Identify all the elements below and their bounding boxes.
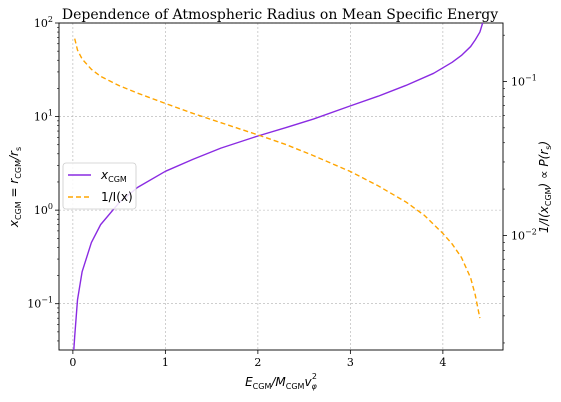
chart-title: Dependence of Atmospheric Radius on Mean… xyxy=(62,7,498,23)
y-right-axis-ticks: 10−2 10−1 xyxy=(503,34,537,344)
x-axis-label: ECGM/MCGMvφ2 xyxy=(245,372,317,391)
series-line-x-cgm xyxy=(73,22,484,351)
x-tick-label: 1 xyxy=(162,356,169,369)
y-left-axis-ticks: 10−1 100 101 102 xyxy=(27,15,59,342)
legend-label-inverse-i: 1/I(x) xyxy=(101,190,133,204)
legend-label-x-cgm: xCGM xyxy=(100,168,127,184)
y-left-tick-label: 101 xyxy=(34,109,53,124)
x-tick-label: 0 xyxy=(69,356,76,369)
legend: xCGM 1/I(x) xyxy=(62,162,137,210)
y-left-axis-label: xCGM = rCGM/rs xyxy=(7,147,23,228)
y-left-tick-label: 10−1 xyxy=(27,296,53,311)
y-left-tick-label: 100 xyxy=(34,202,53,217)
y-right-tick-label: 10−1 xyxy=(511,74,537,89)
y-left-tick-label: 102 xyxy=(34,15,53,30)
y-right-tick-label: 10−2 xyxy=(511,227,537,242)
plot-frame xyxy=(58,22,504,351)
y-right-axis-label: 1/I(xCGM) ∝ P(rs) xyxy=(537,141,553,233)
series-layer xyxy=(73,22,484,351)
x-tick-label: 3 xyxy=(347,356,354,369)
series-line-inverse-i xyxy=(74,38,481,319)
x-tick-label: 4 xyxy=(439,356,446,369)
x-axis-ticks: 0 1 2 3 4 xyxy=(69,350,446,369)
x-tick-label: 2 xyxy=(254,356,261,369)
